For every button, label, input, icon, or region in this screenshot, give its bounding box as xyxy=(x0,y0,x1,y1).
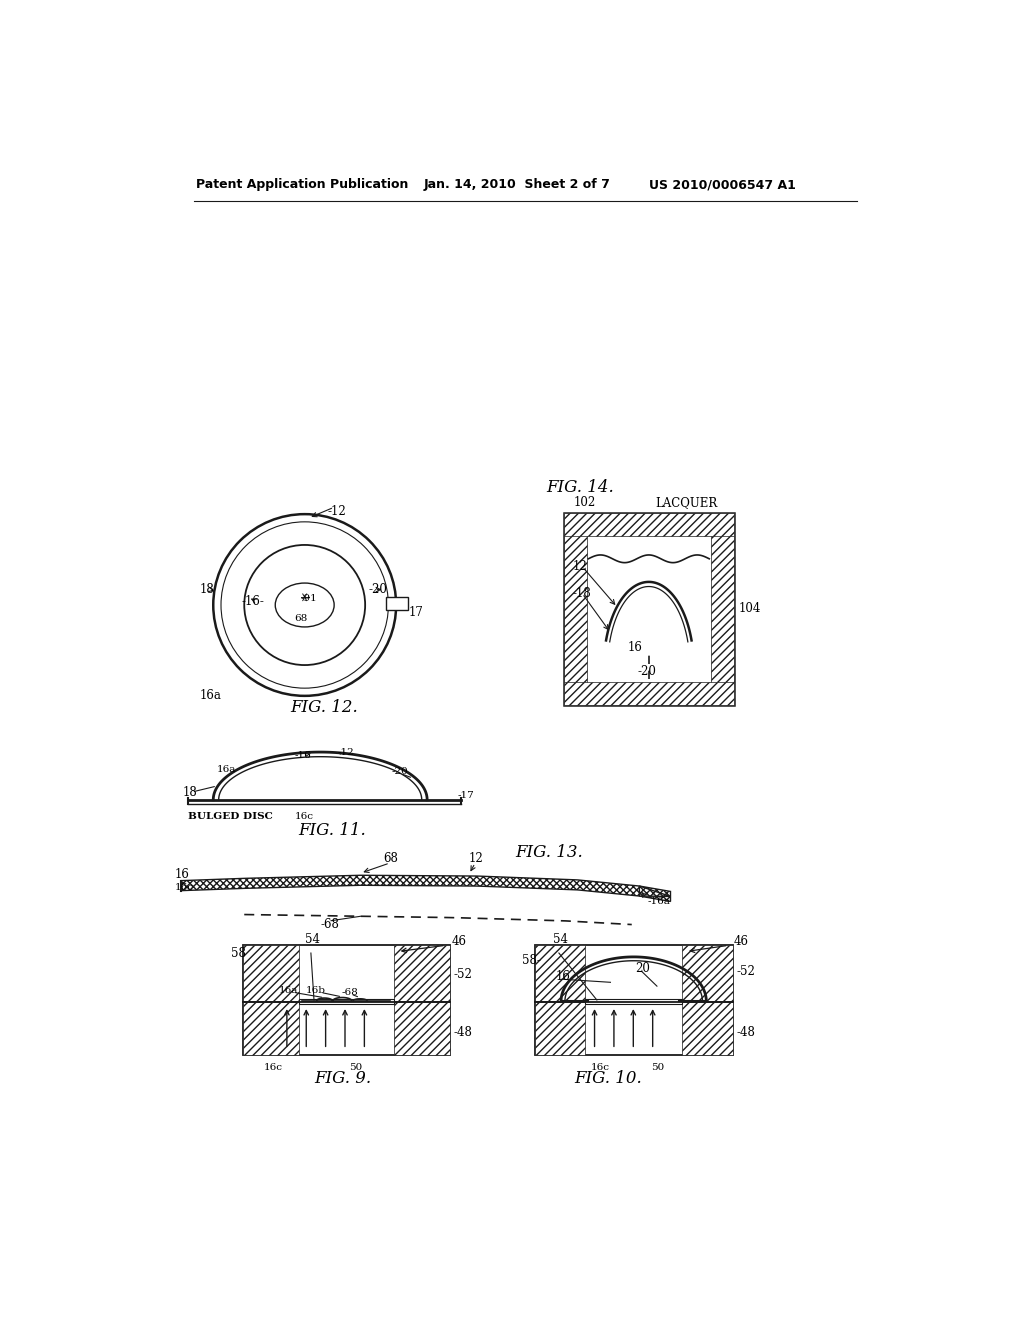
Text: 46: 46 xyxy=(452,935,466,948)
Text: 54: 54 xyxy=(305,933,319,945)
Bar xyxy=(243,1002,450,1056)
Bar xyxy=(299,999,394,1003)
Bar xyxy=(586,999,682,1003)
Text: FIG. 9.: FIG. 9. xyxy=(314,1071,371,1088)
Text: 58-: 58- xyxy=(522,954,542,968)
Text: -20: -20 xyxy=(638,665,656,678)
Text: Jan. 14, 2010  Sheet 2 of 7: Jan. 14, 2010 Sheet 2 of 7 xyxy=(424,178,611,191)
Bar xyxy=(711,512,734,705)
Text: 54: 54 xyxy=(553,933,567,945)
Bar xyxy=(386,597,408,610)
Text: 102: 102 xyxy=(573,496,596,510)
Text: -52: -52 xyxy=(454,968,472,981)
Text: 104: 104 xyxy=(738,602,761,615)
Text: 68: 68 xyxy=(384,851,398,865)
Text: -12: -12 xyxy=(337,748,354,758)
Text: -68: -68 xyxy=(341,987,357,997)
Text: 16: 16 xyxy=(556,970,570,982)
Text: -20: -20 xyxy=(369,583,387,597)
Bar xyxy=(563,512,734,705)
Text: 16b: 16b xyxy=(306,986,327,995)
Text: FIG. 12.: FIG. 12. xyxy=(291,698,358,715)
Bar xyxy=(243,945,299,1002)
Text: FIG. 10.: FIG. 10. xyxy=(574,1071,642,1088)
Bar xyxy=(535,1002,586,1056)
Text: 68: 68 xyxy=(295,614,308,623)
Text: -52: -52 xyxy=(736,965,756,978)
Text: FIG. 14.: FIG. 14. xyxy=(547,479,614,496)
Text: 16: 16 xyxy=(628,640,643,653)
Text: Patent Application Publication: Patent Application Publication xyxy=(197,178,409,191)
Bar xyxy=(682,945,732,1002)
Bar xyxy=(563,512,734,536)
Bar xyxy=(682,1002,732,1056)
Text: FIG. 11.: FIG. 11. xyxy=(299,822,367,840)
Text: 46: 46 xyxy=(734,935,749,948)
Bar xyxy=(394,1002,450,1056)
Text: -91: -91 xyxy=(301,594,317,603)
Text: 12: 12 xyxy=(572,560,588,573)
Bar xyxy=(243,1002,299,1056)
Text: 16c: 16c xyxy=(295,812,313,821)
Text: -16a: -16a xyxy=(647,898,670,906)
Text: 16a: 16a xyxy=(280,986,299,995)
Text: -16: -16 xyxy=(295,751,311,759)
Text: 16c: 16c xyxy=(174,883,194,892)
Text: 16c: 16c xyxy=(591,1063,609,1072)
Bar xyxy=(535,945,586,1002)
Text: -17: -17 xyxy=(458,791,474,800)
Bar xyxy=(394,945,450,1002)
Text: -48: -48 xyxy=(736,1026,756,1039)
Bar xyxy=(535,1002,732,1056)
Text: 18: 18 xyxy=(200,583,215,597)
Text: 16a: 16a xyxy=(217,764,237,774)
Polygon shape xyxy=(180,875,671,902)
Text: 50: 50 xyxy=(651,1063,665,1072)
Text: 58: 58 xyxy=(231,948,246,961)
Text: -12: -12 xyxy=(328,504,347,517)
Text: 16c: 16c xyxy=(263,1063,283,1072)
Text: -68: -68 xyxy=(321,917,339,931)
Text: LACQUER: LACQUER xyxy=(655,496,717,510)
Text: BULGED DISC: BULGED DISC xyxy=(188,812,273,821)
Bar xyxy=(535,945,732,1002)
Polygon shape xyxy=(639,886,671,896)
Text: -16-: -16- xyxy=(242,594,265,607)
Text: US 2010/0006547 A1: US 2010/0006547 A1 xyxy=(649,178,796,191)
Text: 16: 16 xyxy=(174,869,189,880)
Text: 16a: 16a xyxy=(200,689,222,702)
Text: 20: 20 xyxy=(636,962,650,975)
Text: 50: 50 xyxy=(349,1063,362,1072)
Text: -18: -18 xyxy=(572,587,592,601)
Bar xyxy=(563,682,734,705)
Bar xyxy=(243,945,450,1002)
Text: FIG. 13.: FIG. 13. xyxy=(515,843,584,861)
Text: 18: 18 xyxy=(182,785,197,799)
Text: -20: -20 xyxy=(391,767,409,776)
Text: 12: 12 xyxy=(469,851,483,865)
Text: -48: -48 xyxy=(454,1026,472,1039)
Text: 17: 17 xyxy=(409,606,424,619)
Bar xyxy=(563,512,587,705)
